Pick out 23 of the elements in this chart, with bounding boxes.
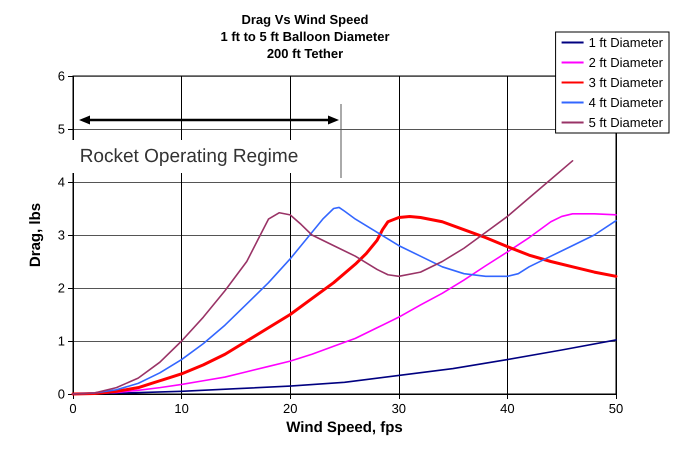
legend-label: 5 ft Diameter [588, 115, 664, 130]
annotation: Rocket Operating Regime [80, 146, 298, 167]
x-tick-label: 30 [392, 401, 406, 416]
chart-subtitle: 1 ft to 5 ft Balloon Diameter 200 ft Tether [220, 29, 390, 61]
y-tick-label: 4 [58, 174, 65, 190]
x-tick-label: 40 [500, 401, 515, 416]
y-tick-label: 2 [58, 280, 65, 296]
x-tick-label: 0 [69, 401, 77, 416]
legend-label: 3 ft Diameter [588, 75, 664, 90]
legend-label: 4 ft Diameter [588, 95, 664, 110]
y-tick-label: 6 [58, 68, 65, 84]
y-tick-label: 3 [58, 228, 65, 242]
x-axis-title: Wind Speed, fps [286, 418, 403, 436]
x-tick-label: 20 [282, 401, 298, 416]
y-tick-label: 0 [58, 386, 65, 402]
chart-title: Drag Vs Wind Speed [241, 12, 369, 27]
x-tick-label: 10 [174, 401, 189, 416]
y-axis-title: Drag, lbs [27, 202, 44, 268]
y-tick-label: 5 [58, 122, 65, 136]
y-tick-label: 1 [58, 334, 65, 348]
legend-label: 1 ft Diameter [588, 35, 664, 50]
x-tick-label: 50 [608, 401, 624, 416]
legend-label: 2 ft Diameter [588, 55, 664, 70]
